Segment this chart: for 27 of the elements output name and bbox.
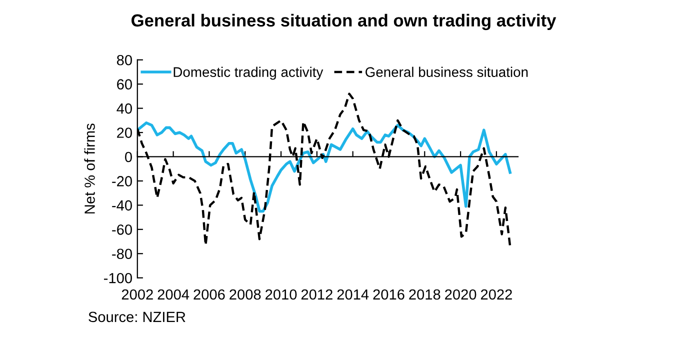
y-tick-label: 60: [117, 79, 132, 90]
y-tick-label: 20: [117, 128, 132, 138]
line-series: [137, 121, 512, 213]
y-tick-label: 80: [116, 54, 132, 66]
x-tick-label: 2022: [480, 289, 512, 300]
x-tick-label: 2018: [409, 289, 440, 300]
y-tick-label: -40: [112, 200, 132, 211]
x-tick-label: 2008: [230, 289, 261, 300]
x-tick-label: 2006: [194, 289, 225, 300]
x-tick-label: 2012: [301, 289, 332, 300]
y-tick-label: -100: [104, 272, 132, 284]
y-tick-label: -20: [112, 176, 132, 186]
x-tick-label: 2004: [158, 289, 190, 300]
source-note: Source: NZIER: [88, 312, 186, 322]
y-tick-label: -80: [112, 248, 132, 260]
legend-label: Domestic trading activity: [174, 66, 324, 80]
x-tick-label: 2010: [266, 289, 297, 300]
y-tick-label: 40: [116, 103, 132, 114]
y-tick-label: -60: [112, 224, 132, 235]
legend-label: General business situation: [366, 66, 528, 78]
y-axis-title: Net % of firms: [84, 124, 95, 214]
y-tick-label: 0: [125, 152, 132, 162]
x-tick-label: 2014: [337, 289, 369, 300]
x-tick-label: 2002: [122, 289, 153, 300]
chart-title: General business situation and own trading activity: [132, 14, 556, 30]
x-tick-label: 2016: [373, 289, 404, 300]
x-tick-label: 2020: [445, 289, 476, 300]
